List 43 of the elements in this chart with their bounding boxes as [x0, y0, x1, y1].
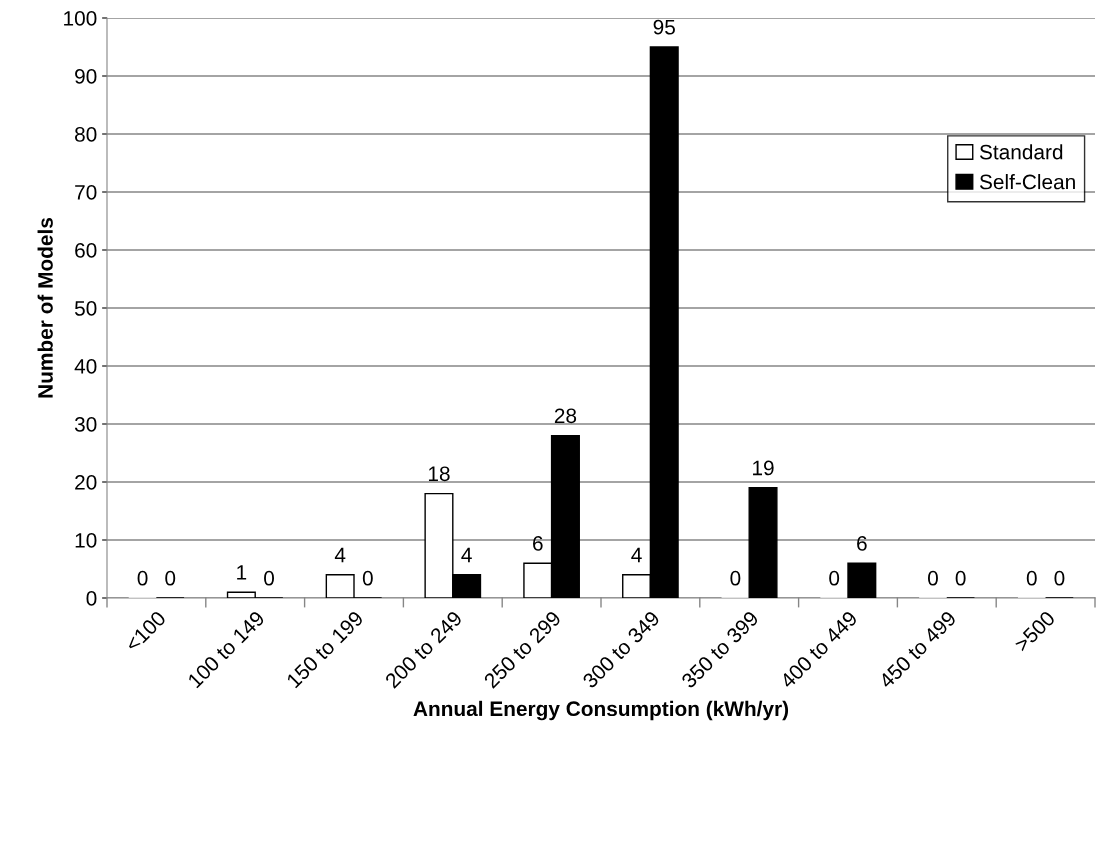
- data-label: 0: [730, 570, 741, 586]
- data-label: 0: [829, 570, 840, 586]
- x-tick-label: 100 to 149: [187, 610, 266, 689]
- x-tick-label: 450 to 499: [877, 610, 957, 690]
- data-label: 6: [857, 536, 867, 551]
- y-tick-label: 50: [74, 301, 97, 316]
- data-label: 0: [927, 570, 938, 586]
- data-label: 0: [264, 570, 275, 586]
- x-axis-title: Annual Energy Consumption (kWh/yr): [413, 700, 789, 721]
- x-tick-label: 250 to 299: [483, 610, 562, 689]
- data-label: 95: [653, 19, 675, 35]
- data-label: 4: [334, 547, 346, 563]
- data-label: 4: [631, 547, 642, 563]
- data-label: 18: [428, 466, 450, 482]
- y-axis-title: Number of Models: [37, 217, 53, 398]
- data-label: 0: [955, 570, 966, 586]
- x-tick-label: 200 to 249: [384, 610, 463, 689]
- y-tick-label: 30: [74, 417, 97, 432]
- data-label: 0: [1026, 570, 1037, 586]
- data-label: 6: [533, 536, 543, 551]
- x-tick-label: 150 to 199: [285, 610, 365, 689]
- data-label: 0: [165, 570, 176, 586]
- y-tick-label: 40: [74, 359, 97, 374]
- data-label: 28: [554, 408, 577, 424]
- legend-label: Self-Clean: [979, 174, 1075, 190]
- y-tick-label: 90: [75, 69, 97, 84]
- x-tick-label: 400 to 449: [779, 610, 859, 690]
- y-tick-label: 20: [75, 475, 97, 490]
- data-label: 19: [753, 460, 774, 476]
- data-label: 0: [362, 570, 373, 586]
- y-tick-label: 60: [75, 243, 97, 258]
- data-label: 0: [1054, 570, 1065, 586]
- x-tick-label: 300 to 349: [581, 610, 661, 689]
- data-label: 4: [461, 547, 472, 563]
- y-tick-label: 80: [75, 127, 97, 142]
- y-tick-label: 70: [75, 185, 97, 200]
- legend-label: Standard: [979, 144, 1063, 160]
- y-tick-label: 0: [86, 591, 97, 606]
- data-label: 0: [137, 570, 148, 586]
- data-label: 1: [237, 565, 247, 580]
- x-tick-label: 350 to 399: [680, 610, 760, 689]
- y-tick-label: 10: [75, 533, 97, 548]
- y-tick-label: 100: [64, 11, 97, 26]
